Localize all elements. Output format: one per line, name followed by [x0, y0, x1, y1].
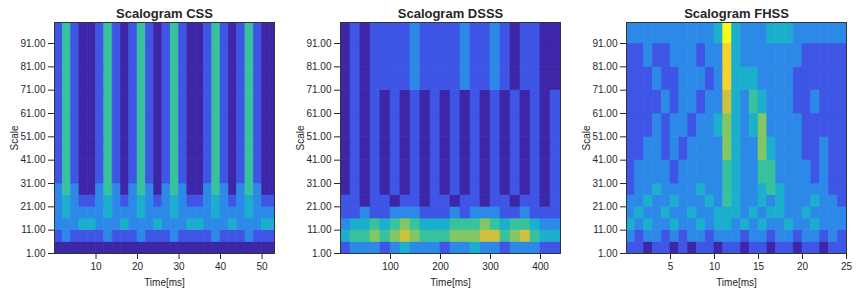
- svg-text:1.00: 1.00: [598, 248, 618, 259]
- svg-text:20: 20: [797, 261, 809, 272]
- svg-text:71.00: 71.00: [592, 84, 617, 95]
- svg-text:11.00: 11.00: [307, 224, 332, 235]
- svg-text:61.00: 61.00: [20, 108, 45, 119]
- svg-text:11.00: 11.00: [21, 224, 46, 235]
- svg-text:Scalogram CSS: Scalogram CSS: [116, 6, 213, 21]
- svg-text:40: 40: [215, 261, 227, 272]
- svg-text:Scalogram DSSS: Scalogram DSSS: [398, 6, 504, 21]
- svg-text:51.00: 51.00: [20, 131, 45, 142]
- svg-text:81.00: 81.00: [20, 61, 45, 72]
- svg-text:11.00: 11.00: [593, 224, 618, 235]
- svg-text:Scale: Scale: [295, 125, 306, 150]
- svg-text:31.00: 31.00: [306, 178, 331, 189]
- svg-text:91.00: 91.00: [306, 38, 331, 49]
- svg-text:Time[ms]: Time[ms]: [430, 277, 471, 288]
- svg-text:21.00: 21.00: [592, 201, 617, 212]
- svg-text:20: 20: [132, 261, 144, 272]
- svg-text:41.00: 41.00: [20, 154, 45, 165]
- svg-text:Time[ms]: Time[ms]: [716, 277, 757, 288]
- svg-text:10: 10: [709, 261, 721, 272]
- svg-text:31.00: 31.00: [592, 178, 617, 189]
- svg-text:100: 100: [382, 261, 399, 272]
- svg-text:200: 200: [432, 261, 449, 272]
- svg-text:5: 5: [668, 261, 674, 272]
- svg-text:21.00: 21.00: [20, 201, 45, 212]
- svg-text:61.00: 61.00: [592, 108, 617, 119]
- svg-text:15: 15: [753, 261, 765, 272]
- svg-text:81.00: 81.00: [592, 61, 617, 72]
- svg-text:81.00: 81.00: [306, 61, 331, 72]
- svg-text:51.00: 51.00: [592, 131, 617, 142]
- svg-text:91.00: 91.00: [592, 38, 617, 49]
- svg-text:21.00: 21.00: [306, 201, 331, 212]
- svg-text:10: 10: [90, 261, 102, 272]
- svg-text:71.00: 71.00: [20, 84, 45, 95]
- svg-text:300: 300: [482, 261, 499, 272]
- svg-text:400: 400: [532, 261, 549, 272]
- svg-text:25: 25: [841, 261, 853, 272]
- svg-text:51.00: 51.00: [306, 131, 331, 142]
- svg-text:50: 50: [256, 261, 268, 272]
- svg-text:41.00: 41.00: [592, 154, 617, 165]
- svg-text:30: 30: [173, 261, 185, 272]
- svg-text:Time[ms]: Time[ms]: [144, 277, 185, 288]
- svg-text:1.00: 1.00: [26, 248, 46, 259]
- svg-text:91.00: 91.00: [20, 38, 45, 49]
- svg-text:Scale: Scale: [9, 125, 20, 150]
- svg-text:71.00: 71.00: [306, 84, 331, 95]
- svg-text:61.00: 61.00: [306, 108, 331, 119]
- svg-text:1.00: 1.00: [312, 248, 332, 259]
- svg-text:41.00: 41.00: [306, 154, 331, 165]
- svg-text:31.00: 31.00: [20, 178, 45, 189]
- svg-text:Scale: Scale: [581, 125, 592, 150]
- svg-text:Scalogram FHSS: Scalogram FHSS: [684, 6, 789, 21]
